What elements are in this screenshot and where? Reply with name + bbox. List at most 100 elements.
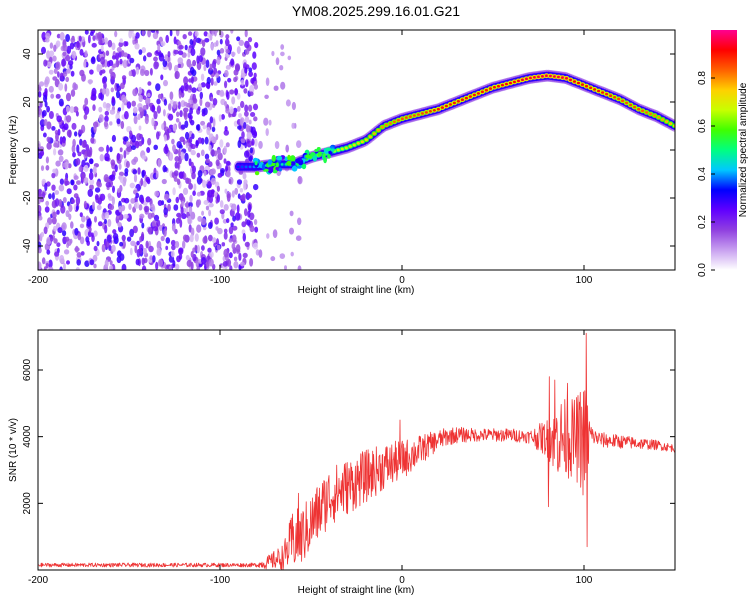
noise-blob <box>156 219 161 227</box>
noise-blob <box>178 148 181 158</box>
track-peak <box>460 98 464 101</box>
noise-blob <box>45 200 50 206</box>
noise-blob <box>172 187 176 196</box>
noise-blob <box>194 31 199 37</box>
track-scatter <box>289 155 296 163</box>
noise-blob <box>230 51 236 57</box>
noise-blob <box>187 52 191 58</box>
noise-blob <box>209 63 213 71</box>
noise-blob <box>75 205 79 211</box>
x-tick-label: -100 <box>210 575 230 586</box>
snr-series-line <box>38 332 675 570</box>
noise-blob <box>178 247 184 253</box>
noise-blob <box>129 247 133 256</box>
noise-blob <box>275 57 280 66</box>
noise-blob <box>179 110 183 118</box>
noise-blob <box>109 121 113 126</box>
noise-blob <box>243 88 248 94</box>
noise-blob <box>85 236 90 243</box>
noise-blob <box>62 230 67 237</box>
noise-blob <box>253 116 258 122</box>
noise-blob <box>101 88 107 95</box>
noise-blob <box>121 75 127 81</box>
noise-blob <box>178 121 182 130</box>
noise-blob <box>53 142 59 148</box>
noise-blob <box>194 244 198 251</box>
noise-blob <box>153 110 158 120</box>
noise-blob <box>197 199 202 206</box>
noise-blob <box>206 126 211 136</box>
noise-blob <box>203 170 207 177</box>
noise-blob <box>193 183 197 191</box>
noise-blob <box>92 201 95 210</box>
noise-blob <box>38 205 42 213</box>
noise-blob <box>219 89 225 96</box>
noise-blob <box>81 215 86 223</box>
noise-blob <box>224 80 228 89</box>
noise-blob <box>172 101 177 110</box>
noise-blob <box>188 136 193 144</box>
noise-blob <box>172 123 177 132</box>
noise-blob <box>132 88 138 97</box>
noise-blob <box>163 145 169 155</box>
noise-blob <box>87 189 94 197</box>
noise-blob <box>55 40 61 48</box>
noise-blob <box>43 59 48 67</box>
noise-blob <box>111 55 116 60</box>
noise-blob <box>163 98 168 106</box>
noise-blob <box>185 131 190 140</box>
noise-blob <box>98 39 103 46</box>
noise-blob <box>143 95 147 101</box>
noise-blob <box>238 170 244 175</box>
noise-blob <box>120 82 125 90</box>
noise-blob <box>197 83 202 91</box>
track-peak <box>280 163 284 166</box>
noise-blob <box>43 94 48 103</box>
noise-blob <box>50 235 54 242</box>
colorbar-ticks: 0.0 0.2 0.4 0.6 0.8 <box>697 71 715 277</box>
noise-blob <box>118 163 122 170</box>
track-peak <box>452 101 456 105</box>
noise-blob <box>201 257 207 265</box>
noise-blob <box>41 46 46 55</box>
noise-blob <box>89 259 95 266</box>
noise-blob <box>265 77 270 86</box>
noise-blob <box>62 71 68 77</box>
noise-blob <box>63 262 66 270</box>
noise-blob <box>210 96 214 102</box>
track-scatter <box>312 155 317 162</box>
noise-blob <box>192 38 197 46</box>
x-tick-label: -200 <box>28 575 48 586</box>
noise-blob <box>187 215 192 225</box>
noise-blob <box>83 164 89 172</box>
noise-blob <box>59 136 63 145</box>
noise-blob <box>107 219 112 227</box>
noise-blob <box>240 137 246 144</box>
track-scatter <box>254 171 260 176</box>
track-peak <box>609 94 613 97</box>
track-peak <box>544 74 549 77</box>
spectrogram-noise <box>38 30 304 270</box>
noise-blob <box>78 35 82 42</box>
noise-blob <box>230 222 234 228</box>
track-peak <box>412 114 416 117</box>
noise-blob <box>128 203 132 210</box>
noise-blob <box>252 130 258 139</box>
noise-blob <box>141 222 145 229</box>
noise-blob <box>99 193 106 201</box>
noise-blob <box>70 179 74 186</box>
track-scatter <box>314 148 320 152</box>
track-scatter <box>301 163 307 170</box>
noise-blob <box>163 228 167 237</box>
noise-blob <box>143 55 147 62</box>
noise-blob <box>201 210 205 216</box>
noise-blob <box>189 194 193 203</box>
noise-blob <box>224 126 228 132</box>
noise-blob <box>280 81 286 90</box>
noise-blob <box>151 104 156 113</box>
noise-blob <box>196 244 200 254</box>
track-scatter <box>254 161 258 166</box>
noise-blob <box>287 55 292 61</box>
noise-blob <box>117 188 121 193</box>
noise-blob <box>167 55 171 63</box>
